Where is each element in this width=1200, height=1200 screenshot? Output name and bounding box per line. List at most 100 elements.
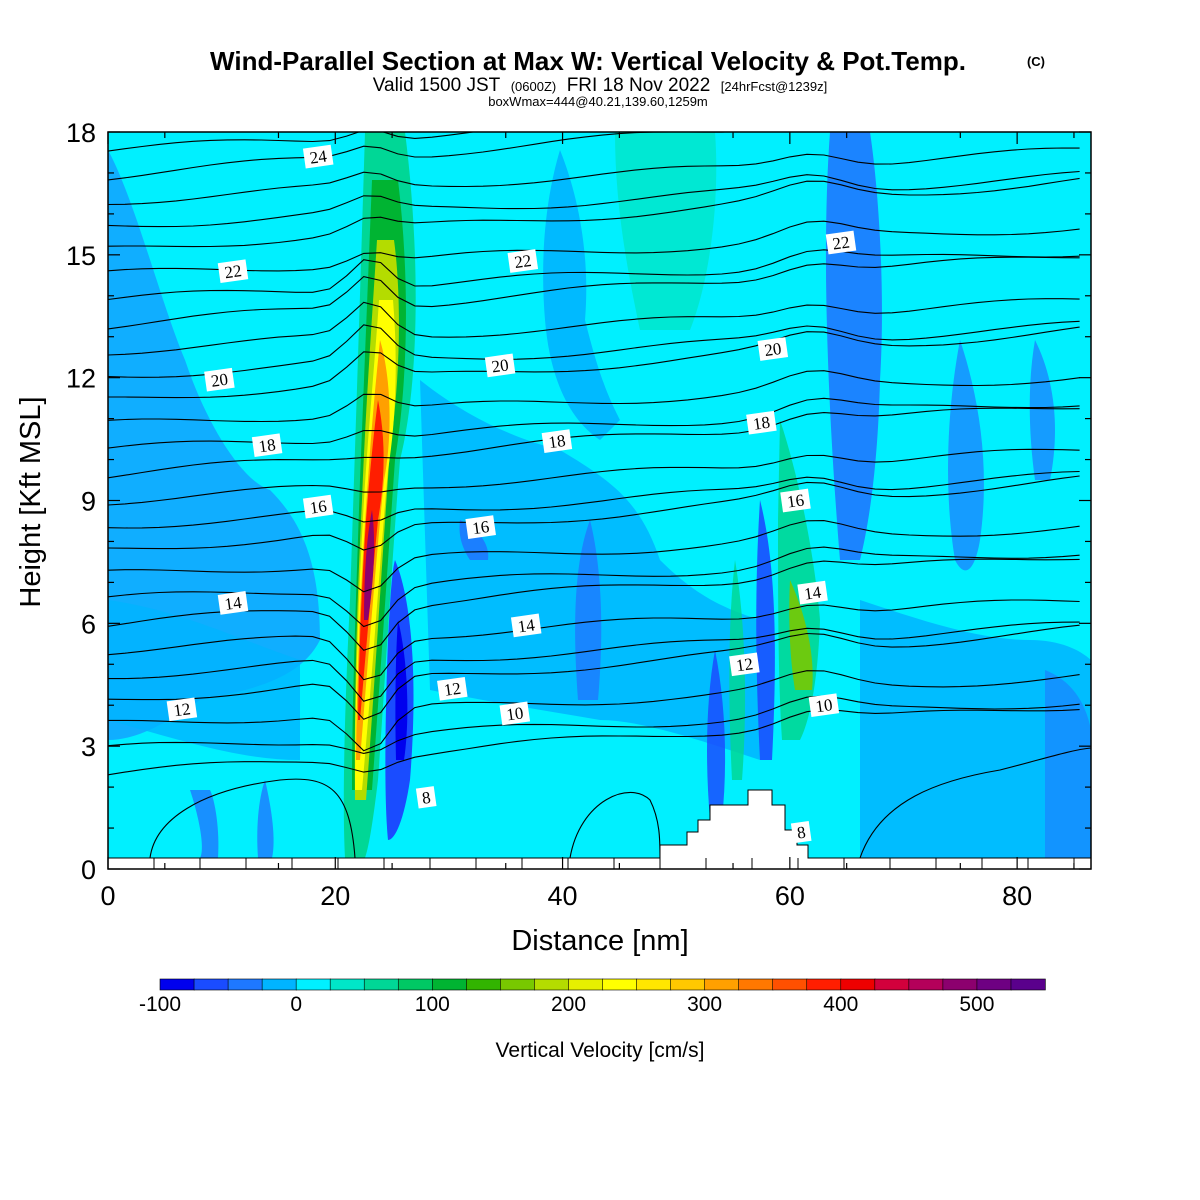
colorbar-tick-label: 0 bbox=[290, 993, 302, 1016]
contour-label-box bbox=[790, 820, 812, 844]
colorbar-swatch bbox=[976, 978, 1012, 991]
colorbar-tick-labels: -100 0 100 200 300 400 500 bbox=[139, 993, 994, 1016]
x-tick-label: 80 bbox=[1002, 881, 1032, 911]
colorbar-swatch bbox=[738, 978, 774, 991]
main-updraft-core bbox=[364, 510, 375, 620]
theta-contour bbox=[108, 470, 1080, 529]
theta-contour bbox=[108, 448, 1080, 506]
contour-label: 18 bbox=[746, 410, 777, 435]
contour-label-text: 10 bbox=[814, 695, 833, 716]
theta-contour bbox=[108, 558, 1080, 651]
contour-label-box bbox=[217, 259, 249, 284]
colorbar-tick-label: 300 bbox=[687, 993, 722, 1016]
contour-label: 16 bbox=[302, 494, 334, 519]
contour-label-box bbox=[797, 580, 828, 605]
weak-region-low-right bbox=[860, 600, 1091, 858]
colorbar bbox=[159, 978, 1046, 991]
chart-title: Wind-Parallel Section at Max W: Vertical… bbox=[210, 46, 966, 76]
contour-label-text: 24 bbox=[309, 146, 329, 167]
colorbar-swatch bbox=[942, 978, 978, 991]
contour-label-box bbox=[302, 144, 334, 169]
colorbar-swatch bbox=[568, 978, 604, 991]
contour-label: 18 bbox=[251, 433, 283, 458]
theta-contour bbox=[108, 326, 1080, 399]
contour-labels: 24 22 22 22 20 20 20 18 18 18 16 16 16 14 14 14 12 12 12 10… bbox=[166, 144, 857, 844]
colorbar-swatch bbox=[636, 978, 672, 991]
theta-contour bbox=[108, 520, 1080, 593]
contour-label-box bbox=[825, 230, 857, 255]
main-downdraft-core bbox=[395, 620, 408, 760]
contour-label: 22 bbox=[217, 259, 249, 284]
small-downdraft-cell bbox=[459, 520, 489, 560]
y-tick-label: 9 bbox=[81, 487, 96, 517]
vertical-velocity-field bbox=[108, 132, 1091, 869]
valid-time-line: Valid 1500 JST (0600Z) FRI 18 Nov 2022 [… bbox=[373, 75, 827, 96]
colorbar-swatch bbox=[534, 978, 570, 991]
theta-contour-low bbox=[149, 778, 356, 859]
contour-label: 20 bbox=[204, 367, 235, 392]
downdraft-streak-edge-right bbox=[1029, 340, 1055, 480]
contour-label: 20 bbox=[757, 337, 789, 361]
contour-label-text: 16 bbox=[786, 490, 805, 511]
colorbar-swatch bbox=[227, 978, 263, 991]
colorbar-swatch bbox=[295, 978, 331, 991]
theta-contour-low bbox=[859, 747, 1091, 859]
x-tick-label: 20 bbox=[320, 881, 350, 911]
valid-prefix: Valid 1500 JST bbox=[373, 75, 501, 96]
colorbar-swatch bbox=[670, 978, 706, 991]
colorbar-swatch bbox=[874, 978, 910, 991]
theta-contour bbox=[108, 170, 1080, 228]
colorbar-swatch bbox=[704, 978, 740, 991]
colorbar-tick-label: 400 bbox=[823, 993, 858, 1016]
contour-label-text: 16 bbox=[471, 517, 490, 538]
forecast-info: [24hrFcst@1239z] bbox=[721, 79, 827, 94]
colorbar-swatch bbox=[1010, 978, 1046, 991]
surface-grid-ticks bbox=[107, 858, 1075, 869]
contour-label-text: 12 bbox=[735, 654, 754, 675]
contour-label: 14 bbox=[217, 591, 249, 615]
contour-label-text: 8 bbox=[796, 823, 807, 843]
valid-date: FRI 18 Nov 2022 bbox=[567, 75, 711, 96]
colorbar-swatch bbox=[193, 978, 229, 991]
theta-contour bbox=[108, 132, 477, 152]
theta-contour bbox=[108, 256, 1080, 330]
contour-label: 18 bbox=[541, 429, 573, 453]
x-tick-label: 40 bbox=[548, 881, 578, 911]
contour-label: 8 bbox=[790, 820, 812, 844]
contour-label: 12 bbox=[166, 697, 198, 722]
x-axis-label: Distance [nm] bbox=[511, 925, 688, 957]
contour-label-box bbox=[780, 488, 811, 513]
contour-label: 20 bbox=[484, 353, 516, 378]
contour-label-text: 20 bbox=[763, 339, 782, 360]
colorbar-tick-label: 500 bbox=[959, 993, 994, 1016]
potential-temperature-contours bbox=[108, 132, 1091, 859]
contour-label: 12 bbox=[437, 676, 468, 701]
colorbar-swatch bbox=[602, 978, 638, 991]
contour-label-box bbox=[465, 515, 496, 539]
contour-label-box bbox=[166, 697, 198, 722]
theta-contour bbox=[108, 695, 1080, 754]
contour-label-text: 14 bbox=[517, 615, 537, 636]
theta-contour-low bbox=[569, 791, 661, 859]
y-tick-label: 12 bbox=[66, 364, 96, 394]
theta-contour bbox=[108, 132, 740, 181]
x-tick-label: 0 bbox=[100, 881, 115, 911]
axis-ticks bbox=[107, 131, 1091, 870]
downdraft-streak-mid bbox=[575, 520, 602, 700]
colorbar-swatch bbox=[159, 978, 195, 991]
streak-mid-upper bbox=[543, 150, 620, 440]
contour-label: 12 bbox=[729, 652, 760, 677]
colorbar-swatch bbox=[261, 978, 297, 991]
streak-low-left bbox=[190, 790, 219, 858]
terrain bbox=[108, 790, 1091, 869]
colorbar-tick-label: 200 bbox=[551, 993, 586, 1016]
contour-label: 10 bbox=[808, 693, 840, 718]
contour-label: 14 bbox=[510, 613, 542, 638]
contour-label-box bbox=[808, 693, 840, 718]
contour-label-box bbox=[415, 786, 437, 809]
y-tick-label: 0 bbox=[81, 855, 96, 885]
contour-label-box bbox=[499, 701, 531, 726]
colorbar-swatch bbox=[806, 978, 842, 991]
theta-contour bbox=[108, 709, 1080, 776]
